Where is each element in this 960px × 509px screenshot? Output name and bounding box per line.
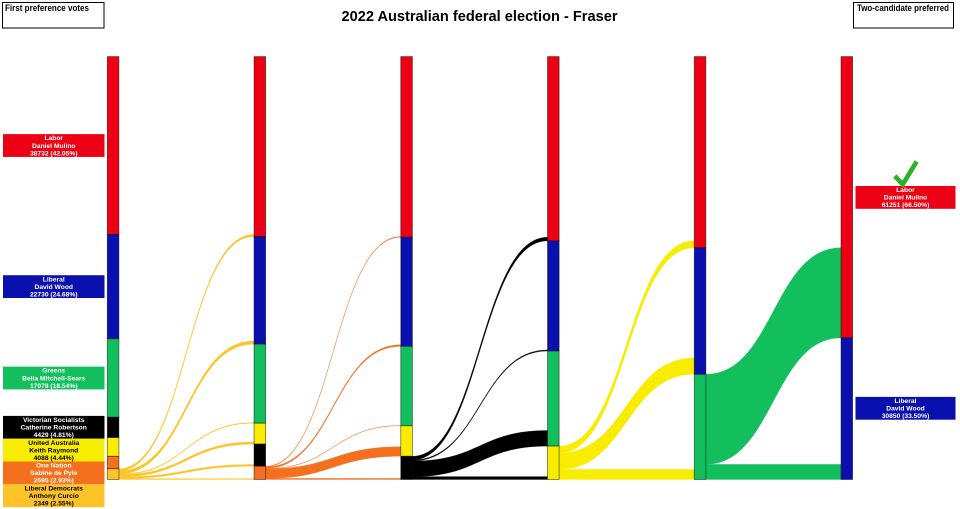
svg-text:Catherine Robertson: Catherine Robertson xyxy=(21,425,87,432)
svg-text:61251 (66.50%): 61251 (66.50%) xyxy=(882,202,930,209)
svg-text:2349 (2.55%): 2349 (2.55%) xyxy=(34,501,74,508)
svg-text:David Wood: David Wood xyxy=(886,406,925,413)
svg-text:30850 (33.50%): 30850 (33.50%) xyxy=(882,413,930,420)
svg-text:4429 (4.81%): 4429 (4.81%) xyxy=(34,432,74,439)
svg-text:Liberal: Liberal xyxy=(43,276,65,283)
svg-text:Daniel Mulino: Daniel Mulino xyxy=(32,143,75,150)
svg-text:2022 Australian federal electi: 2022 Australian federal election - Frase… xyxy=(341,9,617,25)
svg-text:Anthony Curcio: Anthony Curcio xyxy=(29,493,79,500)
svg-text:17078 (18.54%): 17078 (18.54%) xyxy=(30,383,78,390)
svg-text:Liberal: Liberal xyxy=(895,398,917,405)
svg-text:First preference votes: First preference votes xyxy=(5,3,89,14)
svg-text:One Nation: One Nation xyxy=(36,463,72,470)
svg-text:2695 (2.93%): 2695 (2.93%) xyxy=(34,478,74,485)
svg-text:Two-candidate preferred: Two-candidate preferred xyxy=(857,3,949,14)
svg-text:Labor: Labor xyxy=(896,187,915,194)
svg-text:Greens: Greens xyxy=(42,368,65,375)
svg-text:Victorian Socialists: Victorian Socialists xyxy=(23,417,85,424)
svg-text:4088 (4.44%): 4088 (4.44%) xyxy=(34,455,74,462)
svg-text:Sabine de Pyle: Sabine de Pyle xyxy=(30,470,77,477)
svg-text:Daniel Mulino: Daniel Mulino xyxy=(884,195,927,202)
svg-text:David Wood: David Wood xyxy=(34,284,73,291)
svg-text:Keith Raymond: Keith Raymond xyxy=(29,447,78,454)
svg-text:Liberal Democrats: Liberal Democrats xyxy=(25,485,84,492)
svg-text:Bella Mitchell-Sears: Bella Mitchell-Sears xyxy=(22,375,85,382)
svg-text:38732 (42.05%): 38732 (42.05%) xyxy=(30,150,78,157)
svg-text:United Australia: United Australia xyxy=(28,440,79,447)
svg-text:22730 (24.68%): 22730 (24.68%) xyxy=(30,291,78,298)
svg-text:Labor: Labor xyxy=(44,135,63,142)
